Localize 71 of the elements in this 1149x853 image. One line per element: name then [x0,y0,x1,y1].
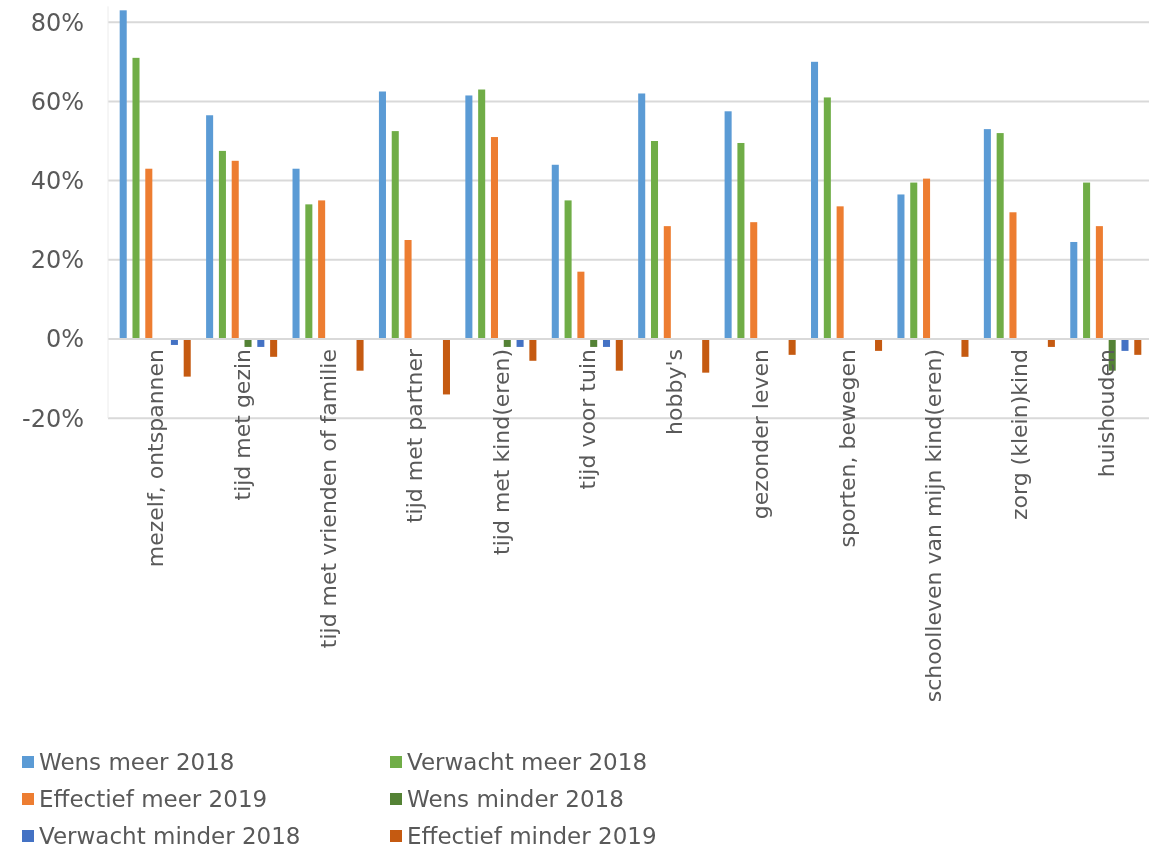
bar [823,97,831,339]
bar [638,93,646,339]
y-tick-label: 0% [45,325,84,354]
bar [923,178,931,339]
bar [750,222,758,339]
x-tick-label: tijd met kind(eren) [488,349,514,555]
x-tick-label: hobby's [661,349,687,435]
bar [356,339,364,371]
x-tick-label: tijd met partner [402,348,428,524]
bar [983,129,991,339]
bar [724,111,732,339]
legend-label: Wens minder 2018 [407,786,624,813]
bar [811,61,819,339]
y-tick-label: 60% [30,87,84,116]
y-tick-label: -20% [21,404,84,433]
bar [231,160,239,339]
bar [206,115,214,339]
bar [404,240,412,339]
x-tick-label: tijd met gezin [229,349,255,501]
bar [465,95,473,339]
bar [875,339,883,351]
bar [318,200,326,339]
bar [663,226,671,339]
bar [996,133,1004,339]
bar [836,206,844,339]
bar [737,142,745,339]
bar [551,164,559,339]
legend-label: Verwacht minder 2018 [39,823,301,850]
x-tick-label: tijd voor tuin [575,349,601,490]
bar [1095,226,1103,339]
y-tick-label: 20% [30,246,84,275]
bar [218,150,226,339]
bar [132,57,140,339]
bar [1083,182,1091,339]
bar [391,131,399,339]
y-tick-label: 80% [30,8,84,37]
y-tick-label: 40% [30,167,84,195]
bar [119,10,127,339]
legend-label: Effectief minder 2019 [407,823,657,850]
bar [529,339,537,361]
bar [183,339,191,377]
bar [650,141,659,339]
bar [1070,241,1078,339]
bar [564,200,572,339]
bar [1121,339,1129,351]
x-tick-label: schoolleven van mijn kind(eren) [920,349,946,703]
x-tick-label: tijd met vrienden of familie [316,349,342,649]
legend-label: Verwacht meer 2018 [407,749,648,776]
bar [910,182,918,339]
bar [577,271,585,339]
x-tick-label: mezelf, ontspannen [143,349,169,568]
bar [442,339,450,395]
x-tick-label: zorg (klein)kind [1007,349,1033,520]
legend-label: Effectief meer 2019 [39,786,268,813]
bar [788,339,796,355]
bar [961,339,969,357]
bar [292,168,300,339]
bar [1134,339,1142,355]
bar [897,194,905,339]
bar [702,339,710,373]
x-tick-label: sporten, bewegen [834,349,860,548]
bar [145,168,153,339]
legend-label: Wens meer 2018 [39,749,235,776]
bar [270,339,278,357]
bar [305,204,313,339]
bar [615,339,623,371]
x-tick-label: gezonder leven [748,349,774,520]
bar [1009,212,1017,339]
bar [378,91,386,339]
bar [478,89,486,339]
bar [490,137,498,339]
